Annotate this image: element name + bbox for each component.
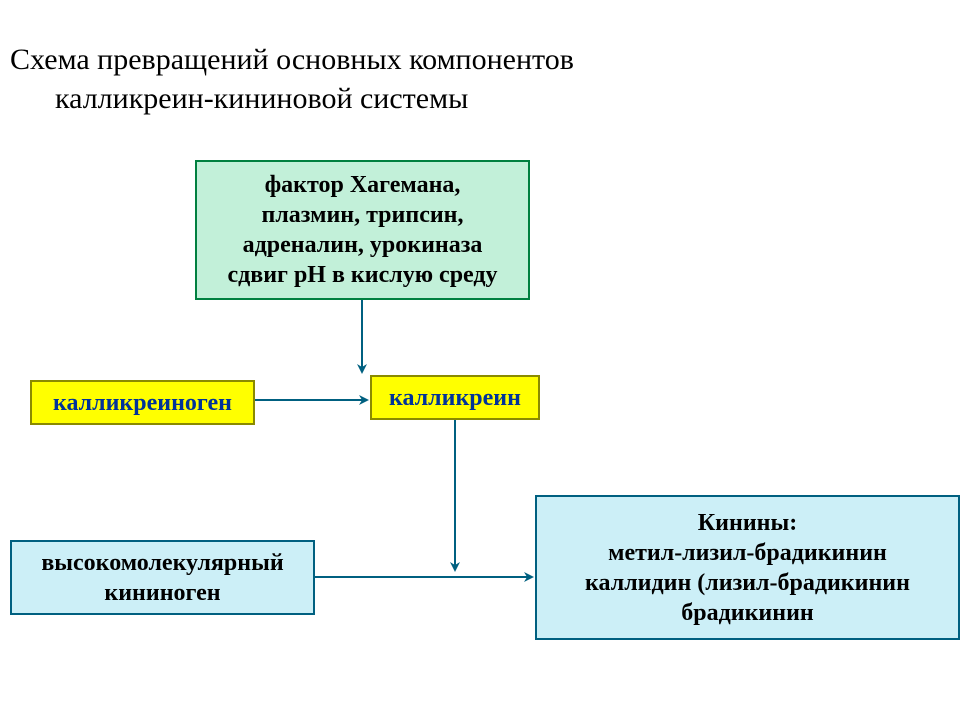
node-line: кининоген	[104, 578, 220, 608]
node-line: каллидин (лизил-брадикинин	[585, 568, 910, 598]
node-kinins: Кинины:метил-лизил-брадикининкаллидин (л…	[535, 495, 960, 640]
node-line: Кинины:	[698, 508, 797, 538]
node-line: плазмин, трипсин,	[262, 200, 464, 230]
node-line: адреналин, урокиназа	[243, 230, 483, 260]
node-line: сдвиг рН в кислую среду	[227, 260, 497, 290]
title-line-1: Схема превращений основных компонентов	[10, 43, 574, 76]
node-line: метил-лизил-брадикинин	[608, 538, 887, 568]
node-kallikrein: калликреин	[370, 375, 540, 420]
page-title: Схема превращений основных компонентов к…	[10, 40, 710, 118]
node-line: брадикинин	[681, 598, 813, 628]
node-kallikreinogen: калликреиноген	[30, 380, 255, 425]
node-activators: фактор Хагемана,плазмин, трипсин,адренал…	[195, 160, 530, 300]
node-line: фактор Хагемана,	[265, 170, 461, 200]
title-line-2: калликреин-кининовой системы	[55, 82, 468, 115]
node-line: высокомолекулярный	[41, 548, 283, 578]
node-kininogen: высокомолекулярныйкининоген	[10, 540, 315, 615]
node-line: калликреин	[389, 383, 521, 413]
node-line: калликреиноген	[53, 388, 232, 418]
